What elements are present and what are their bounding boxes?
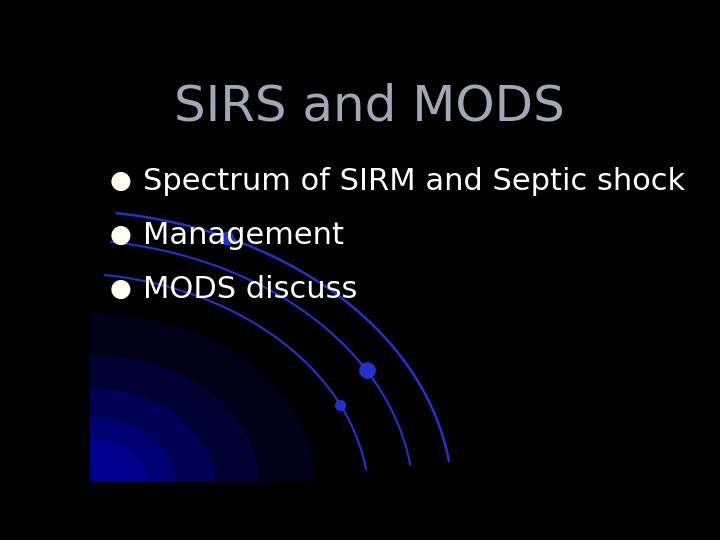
Circle shape	[0, 389, 213, 540]
Circle shape	[0, 356, 258, 540]
Circle shape	[6, 418, 174, 540]
Text: ●: ●	[109, 169, 132, 193]
Text: ●: ●	[109, 278, 132, 301]
Circle shape	[34, 439, 145, 522]
Text: SIRS and MODS: SIRS and MODS	[174, 83, 564, 130]
Text: ●: ●	[109, 223, 132, 247]
Text: MODS discuss: MODS discuss	[143, 275, 357, 304]
Text: Management: Management	[143, 221, 344, 250]
Text: Spectrum of SIRM and Septic shock: Spectrum of SIRM and Septic shock	[143, 167, 685, 195]
Circle shape	[0, 314, 313, 540]
